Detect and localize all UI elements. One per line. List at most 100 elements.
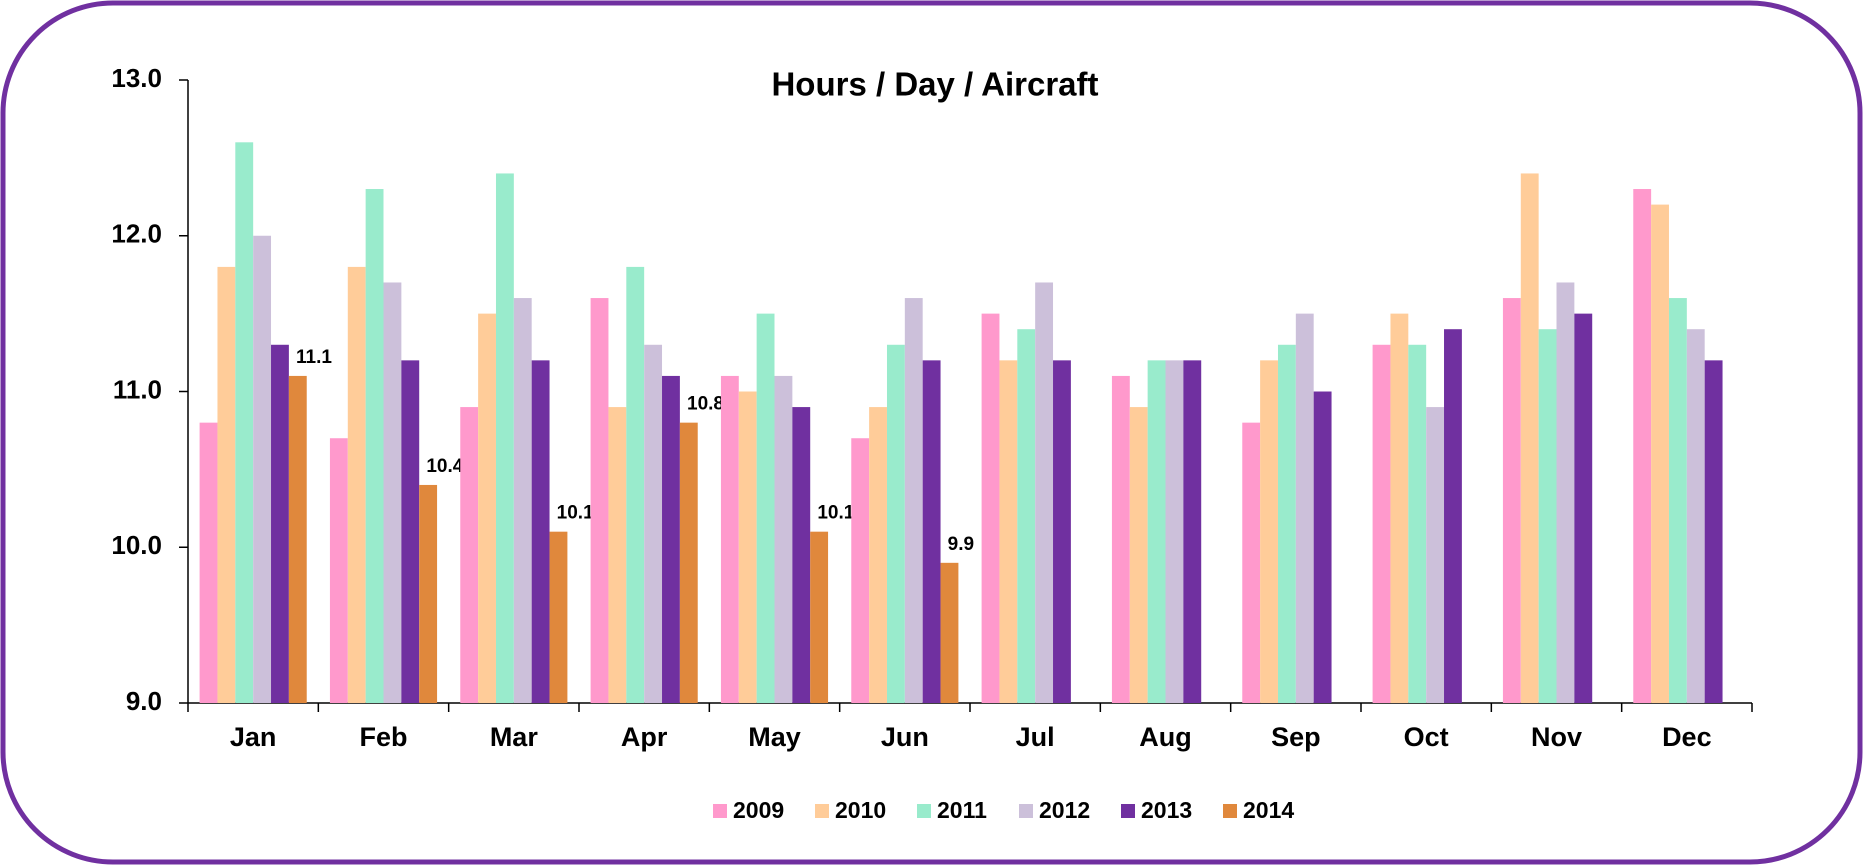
data-label: 9.9	[948, 534, 974, 555]
x-tick-label: Sep	[1271, 722, 1321, 752]
bar	[549, 531, 568, 703]
bar	[1313, 391, 1332, 703]
x-tick-label: Dec	[1662, 722, 1712, 752]
bar	[851, 438, 870, 703]
bar	[401, 360, 420, 703]
bar	[531, 360, 550, 703]
bar	[940, 562, 959, 703]
legend-label: 2014	[1243, 797, 1294, 823]
data-label: 11.1	[296, 347, 332, 368]
x-tick-label: Aug	[1139, 722, 1191, 752]
legend-label: 2009	[733, 797, 784, 823]
legend-swatch	[1121, 804, 1135, 818]
bar	[217, 266, 236, 703]
bar	[1129, 407, 1148, 703]
bar	[288, 375, 307, 703]
x-tick-label: Apr	[621, 722, 668, 752]
bar	[1704, 360, 1723, 703]
bar	[1165, 360, 1184, 703]
bar	[1668, 298, 1687, 703]
bar	[756, 313, 775, 703]
bar	[999, 360, 1018, 703]
legend-label: 2013	[1141, 797, 1192, 823]
bar	[235, 142, 254, 704]
x-tick-label: Nov	[1531, 722, 1582, 752]
bar	[981, 313, 1000, 703]
bar	[738, 391, 757, 703]
bar	[922, 360, 941, 703]
y-tick-label: 11.0	[113, 374, 162, 404]
y-tick-label: 13.0	[111, 63, 162, 93]
bar	[869, 407, 887, 703]
bar	[1574, 313, 1593, 703]
data-label: 10.1	[557, 503, 594, 524]
y-tick-label: 10.0	[111, 530, 162, 560]
legend-swatch	[1019, 804, 1033, 818]
bar	[1520, 173, 1539, 703]
bar	[774, 375, 793, 703]
chart-title: Hours / Day / Aircraft	[771, 66, 1098, 103]
bar	[1651, 204, 1669, 703]
bar	[1633, 189, 1652, 703]
x-tick-label: Jun	[881, 722, 929, 752]
bar	[679, 422, 698, 703]
bar	[626, 266, 645, 703]
data-label: 10.4	[426, 456, 463, 477]
bar	[1556, 282, 1575, 703]
bar	[253, 235, 272, 703]
bar	[419, 484, 438, 703]
bar	[1242, 422, 1261, 703]
bar	[1183, 360, 1202, 703]
data-label: 10.8	[687, 394, 724, 415]
legend-swatch	[815, 804, 829, 818]
bar	[1295, 313, 1314, 703]
legend-swatch	[1223, 804, 1237, 818]
y-tick-label: 12.0	[111, 219, 162, 249]
bar	[1053, 360, 1071, 703]
bar	[1372, 344, 1391, 703]
bar	[1408, 344, 1427, 703]
x-tick-label: Mar	[490, 722, 539, 752]
x-tick-label: Jul	[1016, 722, 1055, 752]
bar	[1686, 329, 1705, 703]
bar	[1390, 313, 1409, 703]
legend-swatch	[917, 804, 931, 818]
bar	[478, 313, 496, 703]
x-tick-label: Feb	[359, 722, 407, 752]
bar	[1147, 360, 1166, 703]
x-tick-label: Oct	[1404, 722, 1449, 752]
bar	[904, 298, 923, 703]
bar	[383, 282, 402, 703]
bar	[1444, 329, 1462, 703]
bar	[1111, 375, 1130, 703]
bar	[1035, 282, 1054, 703]
bar	[329, 438, 348, 703]
bar	[365, 189, 384, 703]
bar	[886, 344, 905, 703]
bar	[1538, 329, 1557, 703]
bar	[810, 531, 829, 703]
bar	[347, 266, 366, 703]
bar	[1260, 360, 1278, 703]
bar	[720, 375, 739, 703]
bar	[644, 344, 663, 703]
bar	[271, 344, 289, 703]
bar	[199, 422, 218, 703]
bar	[590, 298, 609, 703]
bar	[1502, 298, 1521, 703]
bar	[608, 407, 627, 703]
bar	[460, 407, 479, 703]
x-tick-label: Jan	[230, 722, 277, 752]
data-label: 10.1	[817, 503, 854, 524]
bar	[1426, 407, 1445, 703]
legend-swatch	[713, 804, 727, 818]
bar	[1277, 344, 1296, 703]
bar	[662, 375, 680, 703]
legend-label: 2010	[835, 797, 886, 823]
legend-label: 2011	[937, 797, 987, 823]
bar	[495, 173, 514, 703]
bar	[1017, 329, 1036, 703]
bar	[792, 407, 811, 703]
bar	[513, 298, 532, 703]
